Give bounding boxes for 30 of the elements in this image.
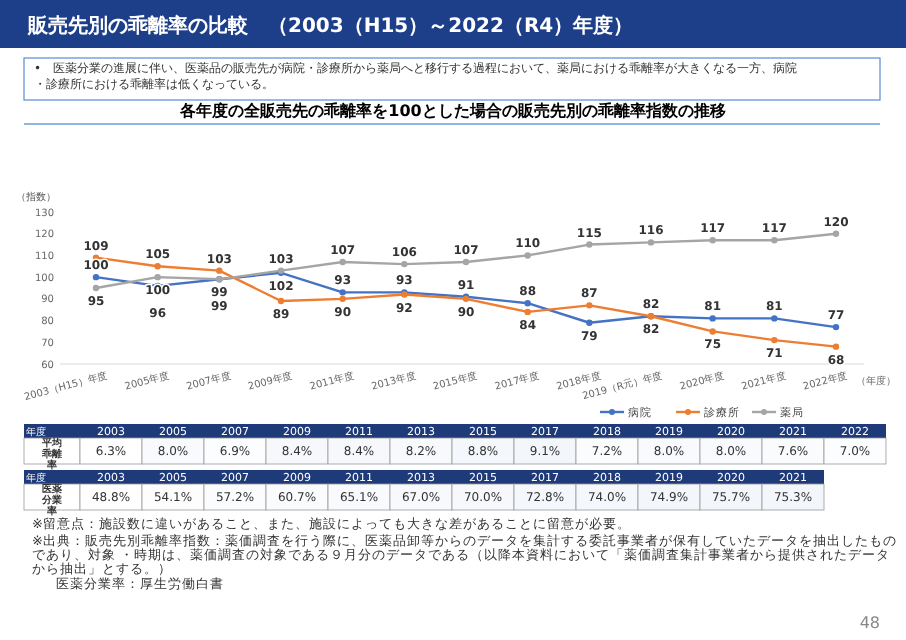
point [832,343,840,350]
point [92,284,100,292]
point [709,315,716,322]
point [771,237,778,244]
point [524,252,531,259]
point [709,328,716,335]
point [586,319,593,326]
point [154,273,161,281]
point [586,302,593,309]
point [401,260,408,268]
chart-title: 販売先別の乖離率の比較 （2003（H15）～2022（R4）年度） [26,14,634,38]
point [524,300,531,307]
point [277,297,285,305]
point [647,239,655,246]
point [586,241,593,248]
text: 48 [859,614,880,632]
point [462,258,470,266]
point [709,237,716,244]
point [524,308,531,316]
point [339,289,346,296]
point [771,315,778,322]
point [154,263,161,270]
point [771,336,778,344]
point [832,323,840,331]
point [339,258,346,266]
point [339,295,346,303]
point [92,273,100,281]
point [832,230,840,237]
chart-subtitle: 各年度の全販売先の乖離率を100とした場合の販売先別の乖離率指数の推移 [178,100,726,120]
point [216,267,223,274]
